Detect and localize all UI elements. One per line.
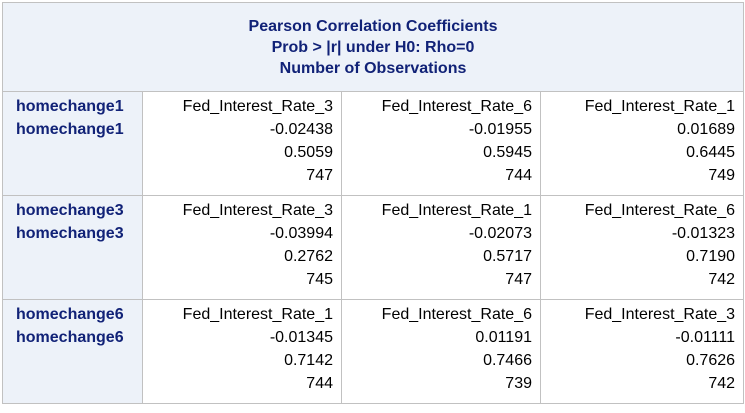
row-header: homechange3 homechange3: [2, 195, 143, 300]
title-line-3: Number of Observations: [279, 59, 467, 77]
table-cell: Fed_Interest_Rate_6 -0.01323 0.7190 742: [539, 195, 745, 300]
table-cell: Fed_Interest_Rate_1 -0.01345 0.7142 744: [142, 299, 342, 404]
row-variable-label: homechange6: [16, 306, 124, 323]
table-row-group: homechange6 homechange6 Fed_Interest_Rat…: [2, 299, 745, 404]
table-cell: Fed_Interest_Rate_6 0.01191 0.7466 739: [341, 299, 541, 404]
row-header: homechange6 homechange6: [2, 299, 143, 404]
with-variable-name: Fed_Interest_Rate_1: [584, 98, 736, 115]
with-variable-name: Fed_Interest_Rate_1: [381, 202, 532, 219]
correlation-coefficient: 0.01689: [677, 121, 736, 138]
table-cell: Fed_Interest_Rate_3 -0.03994 0.2762 745: [142, 195, 342, 300]
correlation-table-container: Pearson Correlation Coefficients Prob > …: [1, 2, 745, 404]
with-variable-name: Fed_Interest_Rate_3: [584, 306, 736, 323]
p-value: 0.7190: [686, 248, 736, 265]
table-cell: Fed_Interest_Rate_1 -0.02073 0.5717 747: [341, 195, 541, 300]
p-value: 0.5059: [284, 144, 333, 161]
row-variable-label-repeat: homechange3: [16, 225, 124, 242]
with-variable-name: Fed_Interest_Rate_6: [381, 306, 532, 323]
with-variable-name: Fed_Interest_Rate_3: [182, 202, 333, 219]
table-cell: Fed_Interest_Rate_6 -0.01955 0.5945 744: [341, 91, 541, 196]
observation-count: 745: [306, 271, 333, 288]
correlation-coefficient: -0.01345: [269, 329, 333, 346]
observation-count: 739: [505, 375, 532, 392]
observation-count: 747: [306, 167, 333, 184]
row-variable-label: homechange3: [16, 202, 124, 219]
table-cell: Fed_Interest_Rate_1 0.01689 0.6445 749: [539, 91, 745, 196]
observation-count: 749: [708, 167, 736, 184]
table-title-header: Pearson Correlation Coefficients Prob > …: [1, 2, 745, 92]
row-header: homechange1 homechange1: [2, 91, 143, 196]
p-value: 0.7626: [686, 352, 736, 369]
correlation-coefficient: -0.01955: [468, 121, 532, 138]
correlation-coefficient: -0.01111: [675, 329, 736, 346]
with-variable-name: Fed_Interest_Rate_6: [381, 98, 532, 115]
correlation-coefficient: -0.02438: [269, 121, 333, 138]
row-variable-label: homechange1: [16, 98, 124, 115]
correlation-coefficient: -0.03994: [269, 225, 333, 242]
title-line-2: Prob > |r| under H0: Rho=0: [271, 38, 475, 56]
correlation-coefficient: -0.02073: [468, 225, 532, 242]
table-row-group: homechange1 homechange1 Fed_Interest_Rat…: [2, 91, 745, 196]
with-variable-name: Fed_Interest_Rate_3: [182, 98, 333, 115]
p-value: 0.5945: [483, 144, 532, 161]
table-cell: Fed_Interest_Rate_3 -0.01111 0.7626 742: [539, 299, 745, 404]
title-line-1: Pearson Correlation Coefficients: [248, 17, 498, 35]
p-value: 0.5717: [483, 248, 532, 265]
observation-count: 747: [505, 271, 532, 288]
with-variable-name: Fed_Interest_Rate_1: [182, 306, 333, 323]
row-variable-label-repeat: homechange6: [16, 329, 124, 346]
observation-count: 742: [708, 375, 736, 392]
table-cell: Fed_Interest_Rate_3 -0.02438 0.5059 747: [142, 91, 342, 196]
p-value: 0.7466: [483, 352, 532, 369]
p-value: 0.7142: [284, 352, 333, 369]
correlation-coefficient: 0.01191: [475, 329, 532, 346]
correlation-table: Pearson Correlation Coefficients Prob > …: [1, 2, 745, 404]
with-variable-name: Fed_Interest_Rate_6: [584, 202, 736, 219]
observation-count: 742: [708, 271, 736, 288]
row-variable-label-repeat: homechange1: [16, 121, 124, 138]
p-value: 0.2762: [284, 248, 333, 265]
p-value: 0.6445: [686, 144, 736, 161]
table-row-group: homechange3 homechange3 Fed_Interest_Rat…: [2, 195, 745, 300]
observation-count: 744: [505, 167, 532, 184]
observation-count: 744: [306, 375, 333, 392]
correlation-coefficient: -0.01323: [671, 225, 736, 242]
